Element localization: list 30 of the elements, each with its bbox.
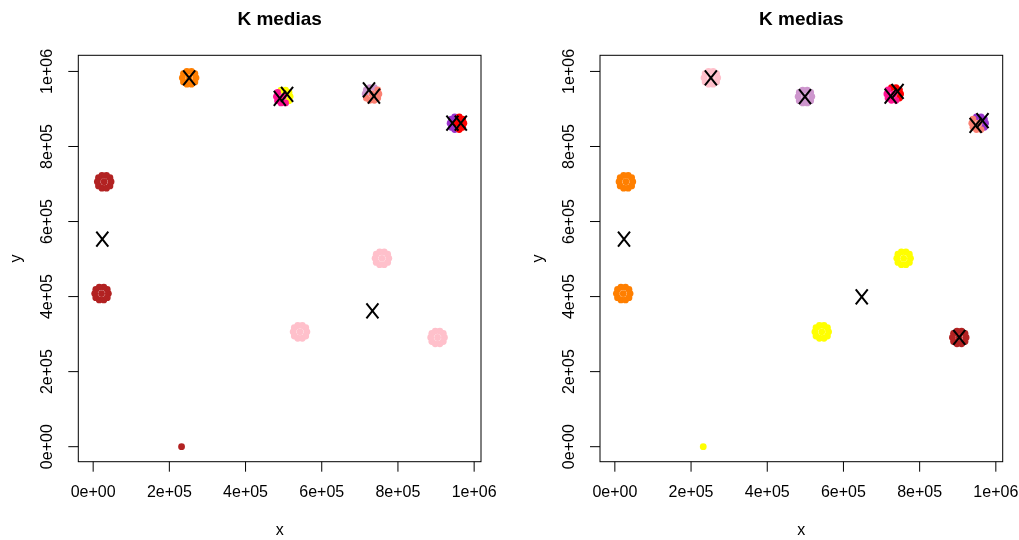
x-tick-label: 8e+05 (897, 482, 943, 500)
y-tick-label: 2e+05 (559, 349, 577, 395)
x-tick-label: 1e+06 (451, 482, 497, 500)
x-tick-label: 6e+05 (299, 482, 345, 500)
y-tick-label: 4e+05 (37, 274, 55, 320)
x-tick-label: 8e+05 (375, 482, 421, 500)
x-tick-label: 0e+00 (592, 482, 638, 500)
x-tick-label: 4e+05 (223, 482, 269, 500)
y-tick-label: 8e+05 (559, 123, 577, 169)
y-tick-label: 6e+05 (37, 198, 55, 245)
y-tick-label: 1e+06 (559, 48, 577, 94)
y-axis-title: y (6, 254, 24, 263)
y-tick-label: 0e+00 (37, 424, 55, 470)
chart-title: K medias (237, 7, 322, 29)
x-tick-label: 2e+05 (146, 482, 192, 500)
y-axis-title: y (528, 254, 546, 263)
x-axis-title: x (797, 521, 806, 539)
x-tick-label: 6e+05 (820, 482, 867, 500)
chart-title: K medias (759, 7, 844, 29)
x-tick-label: 0e+00 (70, 482, 116, 500)
x-axis-title: x (275, 521, 284, 539)
x-tick-label: 2e+05 (668, 482, 714, 500)
y-tick-label: 2e+05 (37, 349, 55, 395)
y-tick-label: 0e+00 (559, 424, 577, 470)
y-tick-label: 8e+05 (37, 123, 55, 169)
y-tick-label: 6e+05 (559, 198, 577, 245)
y-tick-label: 1e+06 (37, 48, 55, 94)
x-tick-label: 4e+05 (744, 482, 790, 500)
x-tick-label: 1e+06 (973, 482, 1019, 500)
y-tick-label: 4e+05 (559, 274, 577, 320)
